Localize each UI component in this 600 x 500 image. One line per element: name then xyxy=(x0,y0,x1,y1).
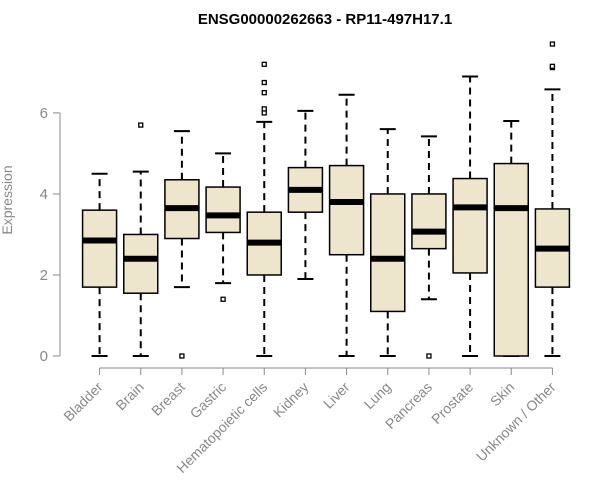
box-pancreas xyxy=(411,135,447,359)
box-liver xyxy=(328,93,365,357)
box-iqr xyxy=(81,209,118,288)
x-tick-label: Brain xyxy=(112,379,146,413)
x-tick-label: Prostate xyxy=(428,379,476,427)
outlier-point xyxy=(261,110,267,116)
box-brain xyxy=(123,122,159,357)
y-tick-label: 6 xyxy=(40,105,48,122)
box-breast xyxy=(164,130,200,359)
box-unknown-other xyxy=(534,41,571,357)
box-iqr xyxy=(328,164,365,256)
x-tick-label: Breast xyxy=(148,379,188,419)
y-axis: 0 2 4 6 xyxy=(40,105,61,365)
box-iqr xyxy=(452,177,488,274)
x-tick-label: Skin xyxy=(487,379,518,410)
chart-title: ENSG00000262663 - RP11-497H17.1 xyxy=(198,11,452,28)
x-tick-label: Kidney xyxy=(270,379,312,421)
box-iqr xyxy=(411,193,447,250)
outlier-point xyxy=(549,41,556,47)
boxes-layer xyxy=(81,41,571,359)
outlier-point xyxy=(261,90,267,96)
box-iqr xyxy=(205,186,241,234)
y-tick-label: 2 xyxy=(40,267,48,284)
y-tick-label: 0 xyxy=(40,348,48,365)
box-iqr xyxy=(123,233,159,294)
outlier-point xyxy=(179,353,185,359)
box-skin xyxy=(493,120,529,357)
outlier-point xyxy=(549,63,556,69)
outlier-point xyxy=(220,296,226,302)
outlier-point xyxy=(138,122,144,128)
box-prostate xyxy=(452,75,488,357)
outlier-point xyxy=(426,353,432,359)
box-gastric xyxy=(205,152,241,302)
x-tick-label: Lung xyxy=(361,379,394,412)
x-tick-label: Liver xyxy=(320,379,353,412)
box-iqr xyxy=(370,193,406,313)
outlier-point xyxy=(261,79,267,86)
outlier-point xyxy=(261,106,267,112)
box-bladder xyxy=(81,172,118,357)
box-kidney xyxy=(287,109,324,281)
x-tick-label: Bladder xyxy=(60,379,106,425)
y-tick-label: 4 xyxy=(40,186,48,203)
box-lung xyxy=(370,128,406,357)
box-hematopoietic-cells xyxy=(246,61,282,357)
y-axis-label: Expression xyxy=(0,165,15,234)
box-iqr xyxy=(493,162,529,357)
outlier-point xyxy=(261,61,267,67)
